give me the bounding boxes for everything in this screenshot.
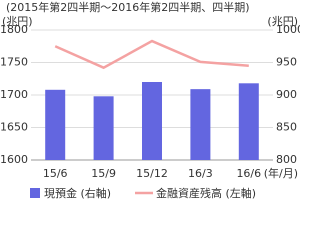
legend-label: 現預金 (右軸)	[44, 186, 111, 200]
y-tick-label: 1700	[0, 88, 28, 101]
bar	[45, 89, 66, 160]
x-tick-label: 16/6	[236, 167, 261, 180]
y2-tick-label: 1000	[276, 23, 300, 36]
y-tick-label: 1750	[0, 56, 28, 69]
y-tick-label: 1800	[0, 23, 28, 36]
x-tick-label: 15/6	[43, 167, 68, 180]
chart-subtitle: (2015年第2四半期～2016年第2四半期、四半期)	[6, 0, 250, 14]
y2-tick-label: 800	[276, 153, 297, 166]
x-tick-label: 15/12	[136, 167, 168, 180]
bar	[238, 83, 259, 160]
y2-axis-unit: (兆円)	[267, 15, 298, 28]
x-axis-unit: (年/月)	[264, 166, 298, 180]
x-tick-label: 15/9	[91, 167, 116, 180]
bar	[190, 89, 211, 160]
bar	[93, 96, 114, 160]
legend-label: 金融資産残高 (左軸)	[156, 186, 256, 200]
line	[54, 39, 249, 70]
y-tick-label: 1600	[0, 153, 28, 166]
y-tick-label: 1650	[0, 121, 28, 134]
y2-tick-label: 850	[276, 121, 297, 134]
bar	[142, 82, 162, 160]
legend-swatch	[30, 188, 40, 198]
chart: (2015年第2四半期～2016年第2四半期、四半期) (兆円) (兆円) (年…	[0, 0, 300, 200]
x-tick-label: 16/3	[188, 167, 213, 180]
y-axis-unit: (兆円)	[2, 15, 33, 28]
y2-tick-label: 950	[276, 56, 297, 69]
y2-tick-label: 900	[276, 88, 297, 101]
